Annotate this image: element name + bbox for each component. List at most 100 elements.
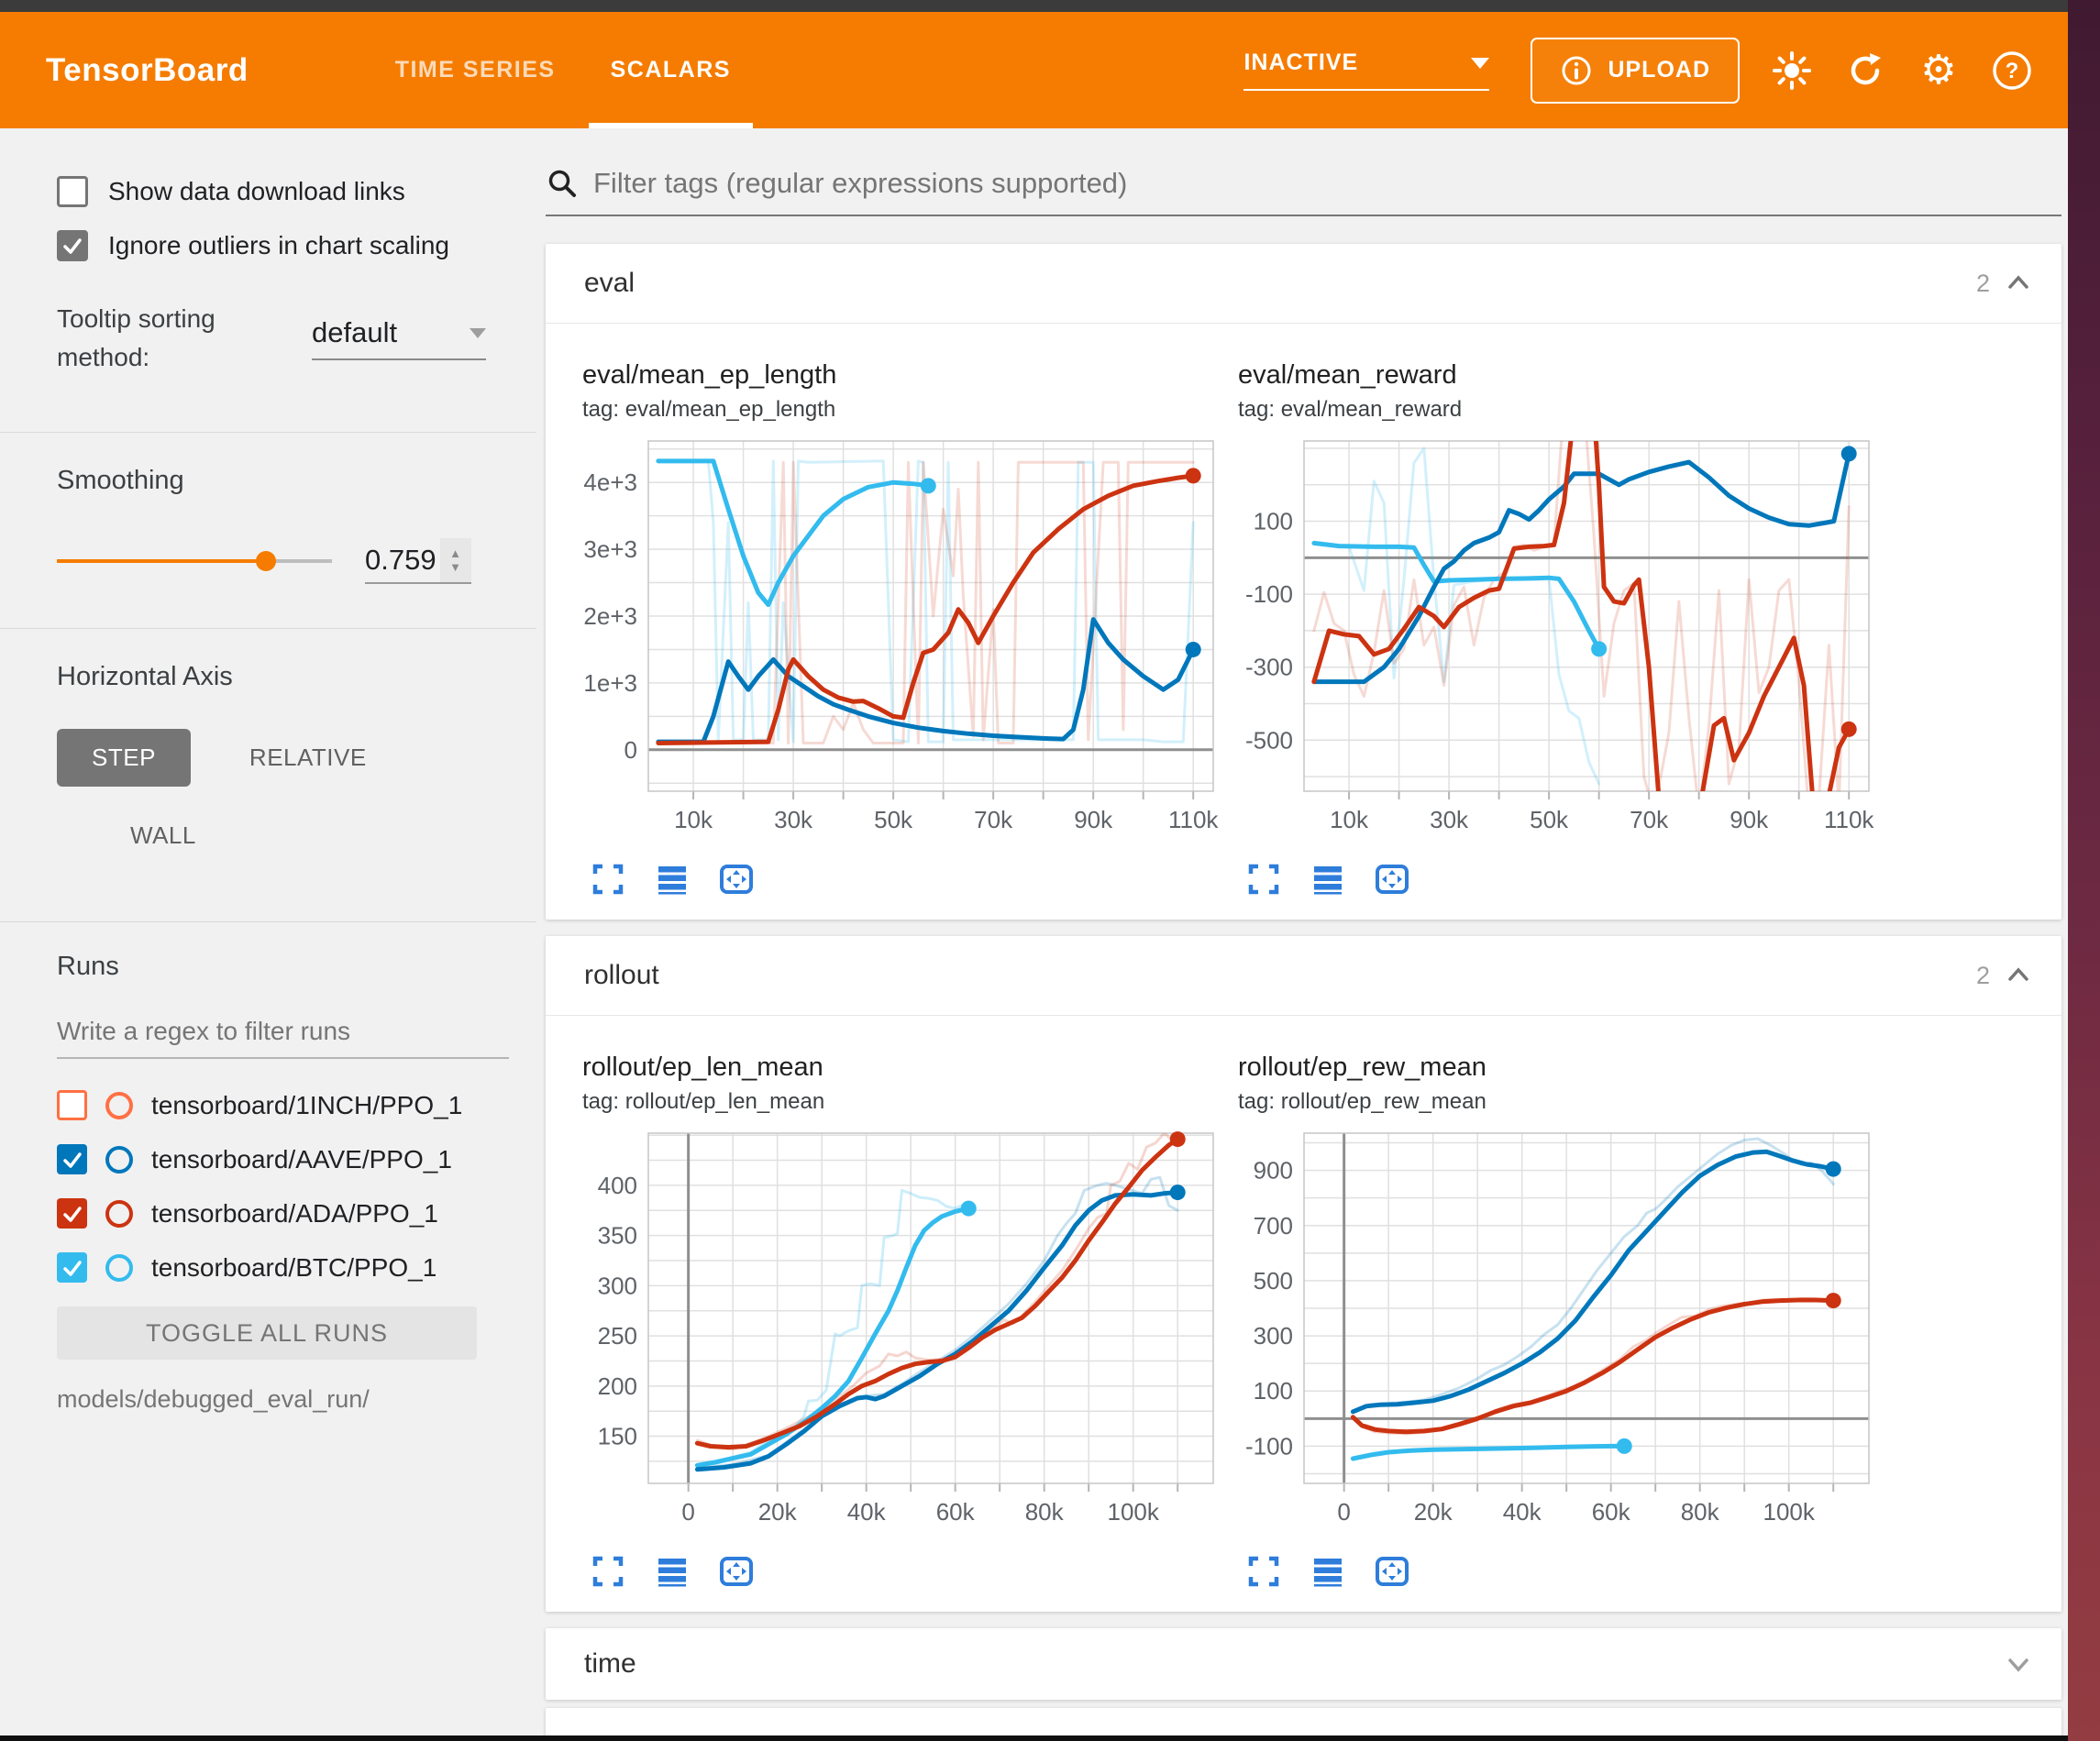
run-row: tensorboard/BTC/PPO_1 bbox=[57, 1252, 509, 1283]
run-checkbox[interactable] bbox=[57, 1198, 87, 1229]
svg-text:10k: 10k bbox=[674, 806, 713, 833]
chart-tag: tag: eval/mean_ep_length bbox=[582, 397, 836, 422]
checkbox[interactable] bbox=[57, 230, 88, 261]
svg-text:70k: 70k bbox=[1630, 806, 1669, 833]
svg-text:400: 400 bbox=[598, 1172, 637, 1199]
svg-text:900: 900 bbox=[1254, 1157, 1293, 1185]
section-card-time[interactable]: time bbox=[546, 1628, 2061, 1700]
svg-text:10k: 10k bbox=[1330, 806, 1369, 833]
svg-text:300: 300 bbox=[1254, 1322, 1293, 1350]
axis-option-step[interactable]: STEP bbox=[57, 729, 191, 787]
section-card-partial bbox=[546, 1708, 2061, 1735]
fullscreen-icon[interactable] bbox=[1245, 861, 1282, 898]
smoothing-control: 0.759 ▲ ▼ bbox=[57, 538, 509, 628]
svg-text:70k: 70k bbox=[974, 806, 1013, 833]
svg-text:110k: 110k bbox=[1824, 806, 1874, 833]
data-list-icon[interactable] bbox=[654, 861, 691, 898]
svg-text:-100: -100 bbox=[1245, 580, 1293, 608]
data-list-icon[interactable] bbox=[654, 1553, 691, 1590]
fit-domain-icon[interactable] bbox=[1374, 861, 1410, 898]
sidebar-divider bbox=[0, 921, 536, 922]
svg-text:100: 100 bbox=[1254, 508, 1293, 535]
fit-domain-icon[interactable] bbox=[1374, 1553, 1410, 1590]
status-dropdown[interactable]: INACTIVE bbox=[1243, 50, 1490, 91]
fullscreen-icon[interactable] bbox=[590, 1553, 626, 1590]
checkbox-label: Ignore outliers in chart scaling bbox=[108, 231, 449, 259]
brightness-icon[interactable] bbox=[1771, 50, 1813, 92]
section-header-rollout[interactable]: rollout 2 bbox=[546, 936, 2061, 1015]
checkbox[interactable] bbox=[57, 176, 88, 207]
run-radio[interactable] bbox=[105, 1199, 133, 1228]
svg-text:150: 150 bbox=[598, 1423, 637, 1450]
line-chart-canvas[interactable]: 10k 30k 50k 70k 90k 110k 100 -100 -300 -500 bbox=[1238, 432, 1875, 854]
chart-title: eval/mean_reward bbox=[1238, 360, 1457, 390]
chevron-up-icon[interactable] bbox=[2003, 960, 2034, 991]
runs-filter-input[interactable] bbox=[57, 1017, 509, 1059]
smoothing-value-field[interactable]: 0.759 ▲ ▼ bbox=[365, 538, 471, 584]
svg-text:80k: 80k bbox=[1025, 1498, 1065, 1526]
svg-text:110k: 110k bbox=[1168, 806, 1219, 833]
svg-text:200: 200 bbox=[598, 1372, 637, 1400]
svg-text:100k: 100k bbox=[1107, 1498, 1159, 1526]
fit-domain-icon[interactable] bbox=[718, 1553, 755, 1590]
chevron-down-icon[interactable] bbox=[2003, 1648, 2034, 1680]
settings-icon[interactable]: ⚙ bbox=[1920, 47, 1957, 93]
data-list-icon[interactable] bbox=[1310, 1553, 1346, 1590]
svg-text:80k: 80k bbox=[1681, 1498, 1720, 1526]
section-title: rollout bbox=[584, 960, 659, 990]
axis-option-wall[interactable]: WALL bbox=[130, 821, 196, 849]
svg-text:90k: 90k bbox=[1730, 806, 1769, 833]
line-chart-canvas[interactable]: 0 20k 40k 60k 80k 100k 150 200 250 300 350 400 bbox=[582, 1124, 1220, 1546]
chevron-up-icon[interactable] bbox=[2003, 268, 2034, 299]
tab-scalars[interactable]: SCALARS bbox=[583, 12, 758, 128]
settings-checkbox-row: Ignore outliers in chart scaling bbox=[57, 230, 509, 261]
run-label: tensorboard/BTC/PPO_1 bbox=[151, 1252, 437, 1282]
browser-chrome-strip bbox=[0, 0, 2068, 12]
svg-text:-100: -100 bbox=[1245, 1432, 1293, 1460]
fullscreen-icon[interactable] bbox=[1245, 1553, 1282, 1590]
run-checkbox[interactable] bbox=[57, 1090, 87, 1120]
sidebar-divider bbox=[0, 628, 536, 629]
tooltip-sorting-select[interactable]: default bbox=[312, 316, 486, 360]
toggle-all-runs-button[interactable]: TOGGLE ALL RUNS bbox=[57, 1306, 477, 1360]
help-icon[interactable]: ? bbox=[1991, 50, 2033, 92]
smoothing-stepper[interactable]: ▲ ▼ bbox=[439, 538, 471, 582]
run-radio[interactable] bbox=[105, 1145, 133, 1174]
run-row: tensorboard/AAVE/PPO_1 bbox=[57, 1144, 509, 1174]
charts-row: rollout/ep_len_mean tag: rollout/ep_len_… bbox=[546, 1015, 2061, 1612]
sidebar-divider bbox=[0, 432, 536, 433]
smoothing-label: Smoothing bbox=[57, 466, 184, 495]
svg-text:350: 350 bbox=[598, 1222, 637, 1250]
svg-text:700: 700 bbox=[1254, 1212, 1293, 1240]
run-radio[interactable] bbox=[105, 1253, 133, 1282]
data-list-icon[interactable] bbox=[1310, 861, 1346, 898]
svg-text:30k: 30k bbox=[774, 806, 813, 833]
line-chart-canvas[interactable]: 0 20k 40k 60k 80k 100k -100 100 300 500 700 900 bbox=[1238, 1124, 1875, 1546]
svg-text:0: 0 bbox=[1337, 1498, 1350, 1526]
svg-text:250: 250 bbox=[598, 1322, 637, 1350]
status-dropdown-value: INACTIVE bbox=[1243, 50, 1359, 75]
chart-tag: tag: rollout/ep_rew_mean bbox=[1238, 1089, 1487, 1114]
axis-option-relative[interactable]: RELATIVE bbox=[249, 744, 367, 771]
line-chart-canvas[interactable]: 10k 30k 50k 70k 90k 110k 0 1e+3 2e+3 3e+3 4e+3 bbox=[582, 432, 1220, 854]
refresh-icon[interactable] bbox=[1844, 50, 1886, 92]
smoothing-slider[interactable] bbox=[57, 551, 332, 571]
runs-label: Runs bbox=[57, 952, 119, 981]
fullscreen-icon[interactable] bbox=[590, 861, 626, 898]
svg-text:50k: 50k bbox=[874, 806, 913, 833]
tag-filter-bar[interactable]: Filter tags (regular expressions support… bbox=[546, 167, 2061, 216]
settings-sidebar: Show data download links Ignore outliers … bbox=[0, 128, 536, 1735]
upload-button[interactable]: UPLOAD bbox=[1531, 37, 1740, 104]
svg-text:60k: 60k bbox=[936, 1498, 976, 1526]
fit-domain-icon[interactable] bbox=[718, 861, 755, 898]
smoothing-slider-handle[interactable] bbox=[255, 551, 276, 571]
browser-chrome-strip bbox=[0, 1735, 2068, 1741]
chart-toolbar bbox=[590, 1553, 1224, 1590]
run-radio[interactable] bbox=[105, 1091, 133, 1119]
run-checkbox[interactable] bbox=[57, 1252, 87, 1283]
run-checkbox[interactable] bbox=[57, 1144, 87, 1174]
tag-filter-placeholder: Filter tags (regular expressions support… bbox=[593, 167, 1128, 199]
run-label: tensorboard/AAVE/PPO_1 bbox=[151, 1144, 452, 1174]
section-header-eval[interactable]: eval 2 bbox=[546, 244, 2061, 323]
tab-time-series[interactable]: TIME SERIES bbox=[394, 57, 556, 83]
